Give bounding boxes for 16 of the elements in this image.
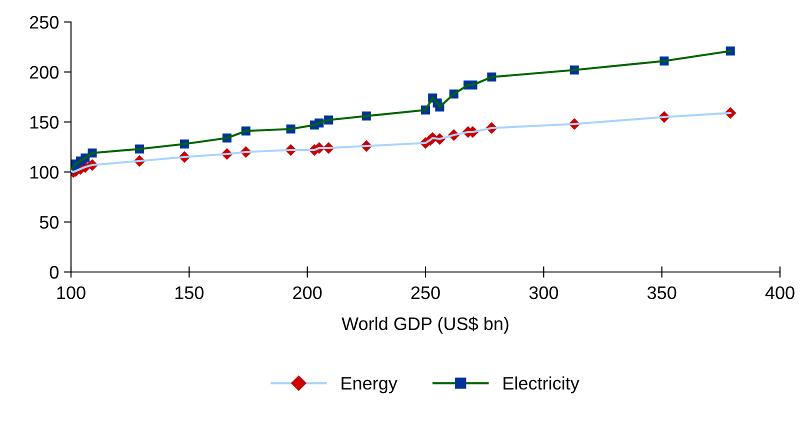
x-axis-title: World GDP (US$ bn) xyxy=(342,316,508,334)
x-tick-label: 150 xyxy=(175,286,204,300)
y-tick-label: 100 xyxy=(30,166,58,179)
legend-label: Electricity xyxy=(504,376,580,394)
y-tick-label: 200 xyxy=(30,66,58,79)
x-tick-label: 200 xyxy=(293,286,322,300)
x-tick-label: 250 xyxy=(411,286,440,300)
legend-label: Energy xyxy=(342,377,398,394)
y-tick-label: 50 xyxy=(40,216,58,229)
y-tick-label: 250 xyxy=(30,16,58,29)
y-tick-label: 0 xyxy=(50,266,58,279)
x-tick-label: 350 xyxy=(647,286,676,300)
x-tick-label: 300 xyxy=(529,286,558,300)
y-tick-label: 150 xyxy=(30,116,58,129)
x-tick-label: 400 xyxy=(765,286,794,300)
x-tick-label: 100 xyxy=(57,286,86,300)
